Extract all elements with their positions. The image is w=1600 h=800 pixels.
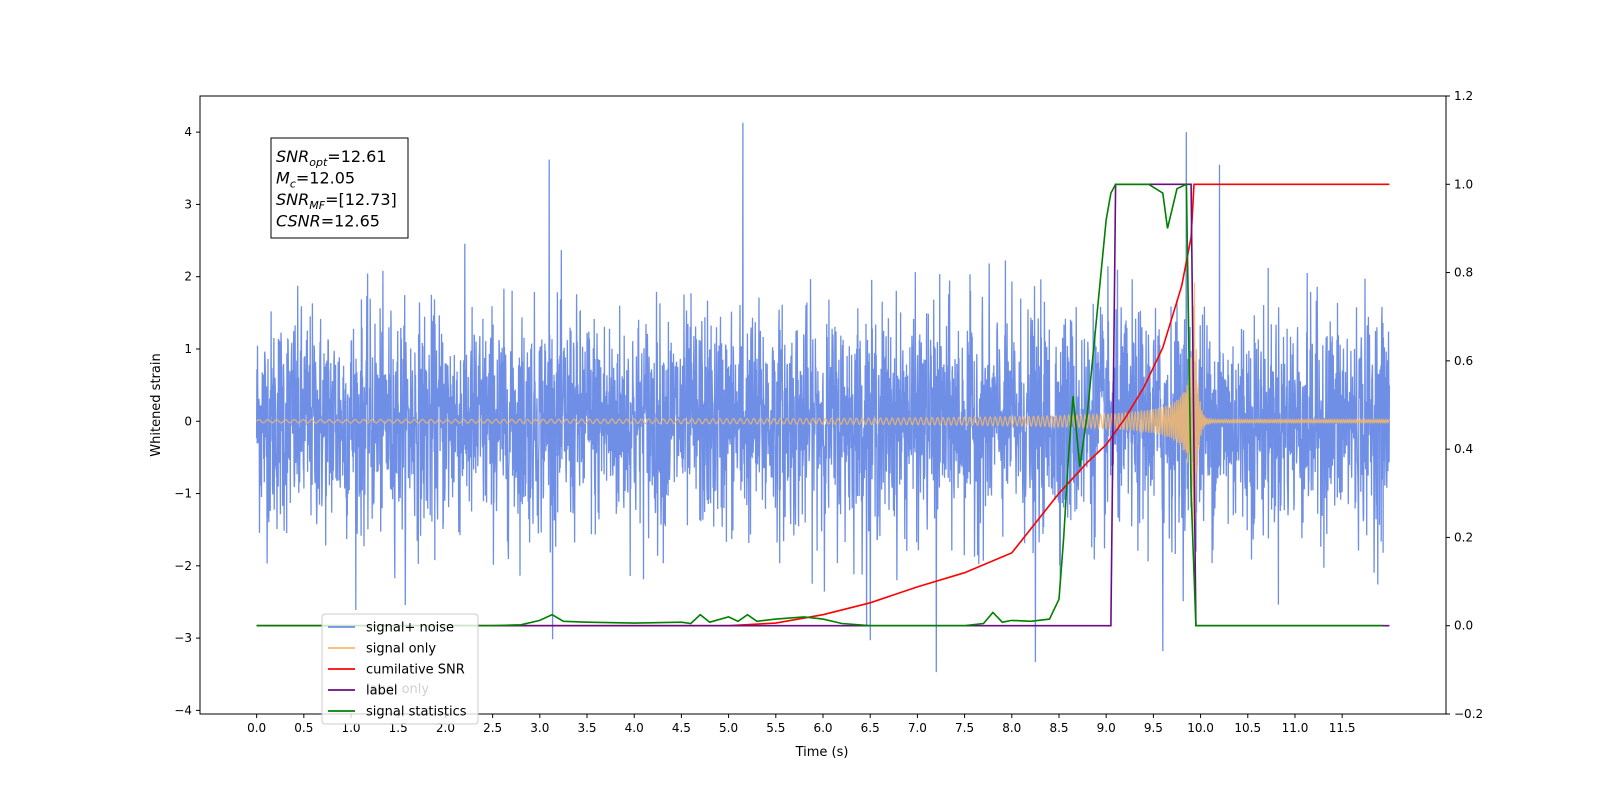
y-left-tick-label: 3	[184, 197, 192, 211]
x-tick-label: 2.5	[483, 721, 502, 735]
series-signal-only	[256, 282, 1390, 548]
y-left-tick-label: 1	[184, 342, 192, 356]
y-left-tick-label: 4	[184, 125, 192, 139]
annotation-line: CSNR=12.65	[276, 212, 380, 231]
legend-hidden-label: label only	[366, 682, 429, 697]
x-tick-label: 10.5	[1234, 721, 1261, 735]
y-right-tick-label: 0.2	[1454, 530, 1473, 544]
y-left-tick-label: 0	[184, 414, 192, 428]
y-right-tick-label: 1.2	[1454, 89, 1473, 103]
legend-label: signal+ noise	[366, 621, 454, 636]
x-tick-label: 9.5	[1144, 721, 1163, 735]
x-tick-label: 0.0	[247, 721, 266, 735]
annotation-box: SNRopt=12.61Mc=12.05SNRMF=[12.73]CSNR=12…	[270, 137, 409, 239]
y-axis-left: −4 −3 −2 −1 0 1 2 3 4	[174, 125, 200, 717]
y-left-tick-label: 2	[184, 270, 192, 284]
x-tick-label: 8.0	[1002, 721, 1021, 735]
annotation-line: Mc=12.05	[276, 169, 355, 191]
x-tick-label: 9.0	[1097, 721, 1116, 735]
x-tick-label: 8.5	[1049, 721, 1068, 735]
y-right-tick-label: 0.0	[1454, 619, 1473, 633]
y-right-tick-label: 0.4	[1454, 442, 1473, 456]
legend-label: cumilative SNR	[366, 663, 465, 678]
y-axis-right: −0.2 0.0 0.2 0.4 0.6 0.8 1.0 1.2	[1446, 89, 1483, 721]
x-axis-label: Time (s)	[795, 745, 849, 760]
y-right-tick-label: −0.2	[1454, 707, 1483, 721]
legend-label: signal statistics	[366, 705, 467, 720]
plot-area	[255, 122, 1391, 673]
annotation-frame	[270, 137, 409, 239]
x-tick-label: 0.5	[294, 721, 313, 735]
x-tick-label: 10.0	[1187, 721, 1214, 735]
x-tick-label: 6.0	[813, 721, 832, 735]
series-signal-noise	[255, 122, 1391, 673]
x-tick-label: 4.0	[625, 721, 644, 735]
x-tick-label: 4.5	[672, 721, 691, 735]
legend-label: label	[366, 684, 397, 699]
y-left-tick-label: −4	[174, 703, 192, 717]
x-tick-label: 11.0	[1282, 721, 1309, 735]
y-axis-label: Whitened strain	[149, 353, 164, 456]
legend: label only signal+ noise signal only cumila…	[321, 613, 479, 725]
x-tick-label: 11.5	[1329, 721, 1356, 735]
x-tick-label: 3.5	[577, 721, 596, 735]
legend-label: signal only	[366, 642, 436, 657]
x-tick-label: 5.5	[766, 721, 785, 735]
series-signal-statistics	[256, 183, 1383, 627]
y-left-tick-label: −2	[174, 559, 192, 573]
x-tick-label: 7.0	[908, 721, 927, 735]
x-tick-label: 7.5	[955, 721, 974, 735]
y-left-tick-label: −3	[174, 631, 192, 645]
y-left-tick-label: −1	[174, 487, 192, 501]
y-right-tick-label: 0.6	[1454, 354, 1473, 368]
x-tick-label: 3.0	[530, 721, 549, 735]
x-tick-label: 5.0	[719, 721, 738, 735]
annotation-line: SNRopt=12.61	[276, 147, 387, 169]
legend-frame	[321, 613, 479, 725]
y-right-tick-label: 0.8	[1454, 266, 1473, 280]
x-tick-label: 6.5	[861, 721, 880, 735]
y-right-tick-label: 1.0	[1454, 177, 1473, 191]
series-cumilative-snr	[256, 183, 1390, 627]
annotation-line: SNRMF=[12.73]	[276, 190, 397, 212]
